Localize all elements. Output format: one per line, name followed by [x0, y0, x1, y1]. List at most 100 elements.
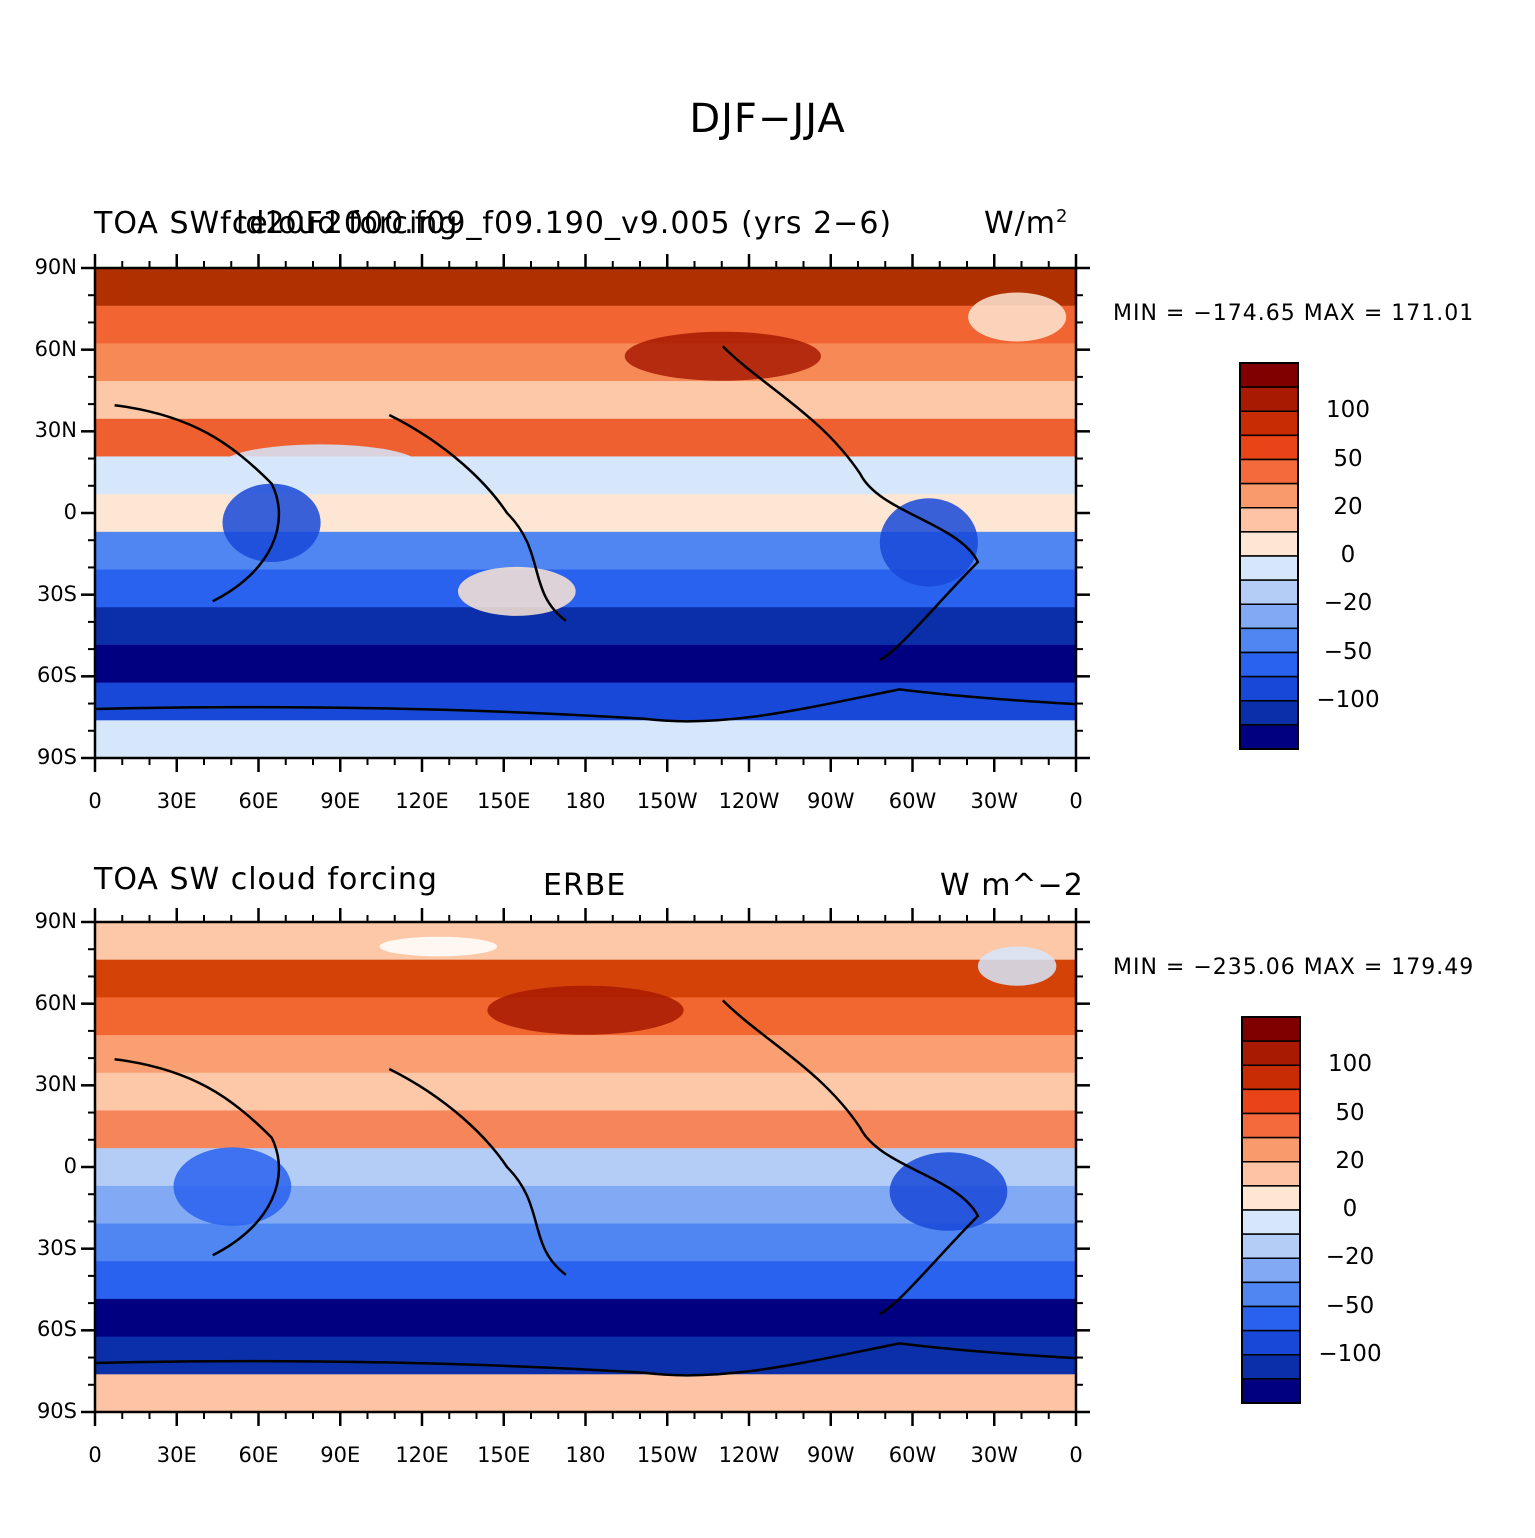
- map-field-blob: [487, 985, 684, 1035]
- colorbar-box: [1241, 1040, 1301, 1066]
- map-band: [95, 644, 1076, 684]
- colorbar-label: −50: [1323, 638, 1373, 665]
- colorbar-label: −50: [1325, 1292, 1375, 1319]
- lat-tick-label: 0: [63, 1154, 77, 1178]
- colorbar-box: [1239, 700, 1299, 726]
- colorbar-label: 100: [1328, 1051, 1372, 1078]
- lon-tick-label: 30W: [970, 1443, 1019, 1467]
- lon-tick-label: 60W: [888, 789, 937, 813]
- lon-tick-label: 60W: [888, 1443, 937, 1467]
- coastline: [721, 345, 980, 662]
- lon-tick-label: 0: [1069, 789, 1083, 813]
- colorbar-box: [1241, 1016, 1301, 1042]
- panel-1-left-title: TOA SWfceloud forcing: [94, 206, 459, 241]
- map-band: [95, 305, 1076, 345]
- lon-tick-label: 180: [565, 1443, 606, 1467]
- colorbar-frame: [1241, 1016, 1301, 1404]
- coastline: [721, 999, 980, 1316]
- colorbar-box: [1241, 1281, 1301, 1308]
- lon-tick-label: 30E: [156, 1443, 197, 1467]
- map-band: [95, 1261, 1076, 1300]
- lon-tick-label: 90W: [807, 789, 855, 813]
- map-field-blob: [879, 498, 978, 587]
- lat-tick-label: 0: [63, 500, 77, 524]
- map-field-blob: [624, 331, 821, 381]
- lon-tick-label: 90E: [320, 1443, 361, 1467]
- colorbar-box: [1241, 1209, 1301, 1235]
- lon-tick-label: 0: [88, 789, 102, 813]
- lat-tick-label: 90N: [34, 255, 77, 279]
- colorbar-label: 20: [1333, 493, 1363, 520]
- lon-tick-label: 0: [1069, 1443, 1083, 1467]
- lon-tick-label: 30W: [970, 789, 1019, 813]
- map-field-blob: [222, 444, 419, 484]
- colorbar-frame: [1239, 362, 1299, 750]
- coastline: [94, 1342, 1077, 1377]
- colorbar-label: −20: [1323, 590, 1373, 617]
- colorbar-box: [1241, 1378, 1301, 1404]
- panel-2-left-title: TOA SW cloud forcing: [94, 862, 438, 897]
- lon-tick-label: 150W: [636, 1443, 698, 1467]
- lon-tick-label: 120W: [718, 1443, 780, 1467]
- colorbar-box: [1239, 386, 1299, 412]
- map-field-blob: [173, 1147, 292, 1226]
- lon-tick-label: 0: [88, 1443, 102, 1467]
- lat-tick-label: 30S: [36, 1235, 77, 1260]
- lon-tick-label: 120E: [395, 789, 449, 813]
- colorbar-box: [1239, 579, 1299, 605]
- lat-tick-label: 30N: [34, 1072, 77, 1097]
- colorbar-box: [1241, 1112, 1301, 1139]
- map-field-blob: [222, 483, 321, 562]
- colorbar-box: [1239, 410, 1299, 437]
- colorbar-label: 0: [1342, 1196, 1358, 1222]
- panel-1-units-base: W/m: [984, 206, 1056, 241]
- map-band: [95, 1374, 1076, 1413]
- lat-tick-label: 90N: [34, 909, 77, 933]
- lon-tick-label: 150W: [636, 789, 698, 813]
- panel-1-units-exponent: 2: [1056, 206, 1069, 227]
- colorbar-label: 50: [1333, 445, 1363, 472]
- map-band: [95, 343, 1076, 383]
- lat-tick-label: 60S: [36, 1317, 77, 1342]
- map-field-blob: [379, 936, 498, 957]
- map-band: [95, 1035, 1076, 1074]
- colorbar-box: [1241, 1329, 1301, 1356]
- map-band: [95, 1110, 1076, 1150]
- colorbar-box: [1241, 1185, 1301, 1211]
- panel-1-case-title: ld20F2000.f09_f09.190_v9.005 (yrs 2−6): [236, 206, 893, 241]
- map-band: [95, 607, 1076, 646]
- colorbar-box: [1241, 1064, 1301, 1091]
- colorbar-label: −100: [1316, 686, 1380, 713]
- colorbar-label: 50: [1335, 1099, 1365, 1126]
- lat-tick-label: 30N: [34, 418, 77, 443]
- lon-tick-label: 180: [565, 789, 606, 813]
- coastline: [94, 688, 1077, 723]
- colorbar-box: [1239, 434, 1299, 461]
- lon-tick-label: 60E: [238, 1443, 279, 1467]
- lon-tick-label: 60E: [238, 789, 279, 813]
- coastline: [388, 1067, 567, 1276]
- coastline: [388, 413, 567, 622]
- coastline: [114, 403, 281, 603]
- lat-tick-label: 60N: [34, 990, 77, 1015]
- lon-tick-label: 120E: [395, 1443, 449, 1467]
- lat-tick-label: 60N: [34, 336, 77, 361]
- panel-2-center-title: ERBE: [543, 868, 627, 903]
- colorbar-box: [1241, 1088, 1301, 1115]
- colorbar-label: −100: [1318, 1340, 1382, 1367]
- lat-tick-label: 90S: [36, 1399, 77, 1423]
- map-band: [95, 1223, 1076, 1263]
- lon-tick-label: 90W: [807, 1443, 855, 1467]
- map-band: [95, 1072, 1076, 1112]
- map-band: [95, 381, 1076, 420]
- map-band: [95, 922, 1076, 961]
- panel-1-minmax: MIN = −174.65 MAX = 171.01: [1113, 301, 1475, 326]
- colorbar-box: [1241, 1305, 1301, 1332]
- panel-2-minmax: MIN = −235.06 MAX = 179.49: [1113, 955, 1475, 980]
- lon-tick-label: 30E: [156, 789, 197, 813]
- lon-tick-label: 150E: [477, 789, 531, 813]
- colorbar-label: −20: [1325, 1244, 1375, 1271]
- lon-tick-label: 150E: [477, 1443, 531, 1467]
